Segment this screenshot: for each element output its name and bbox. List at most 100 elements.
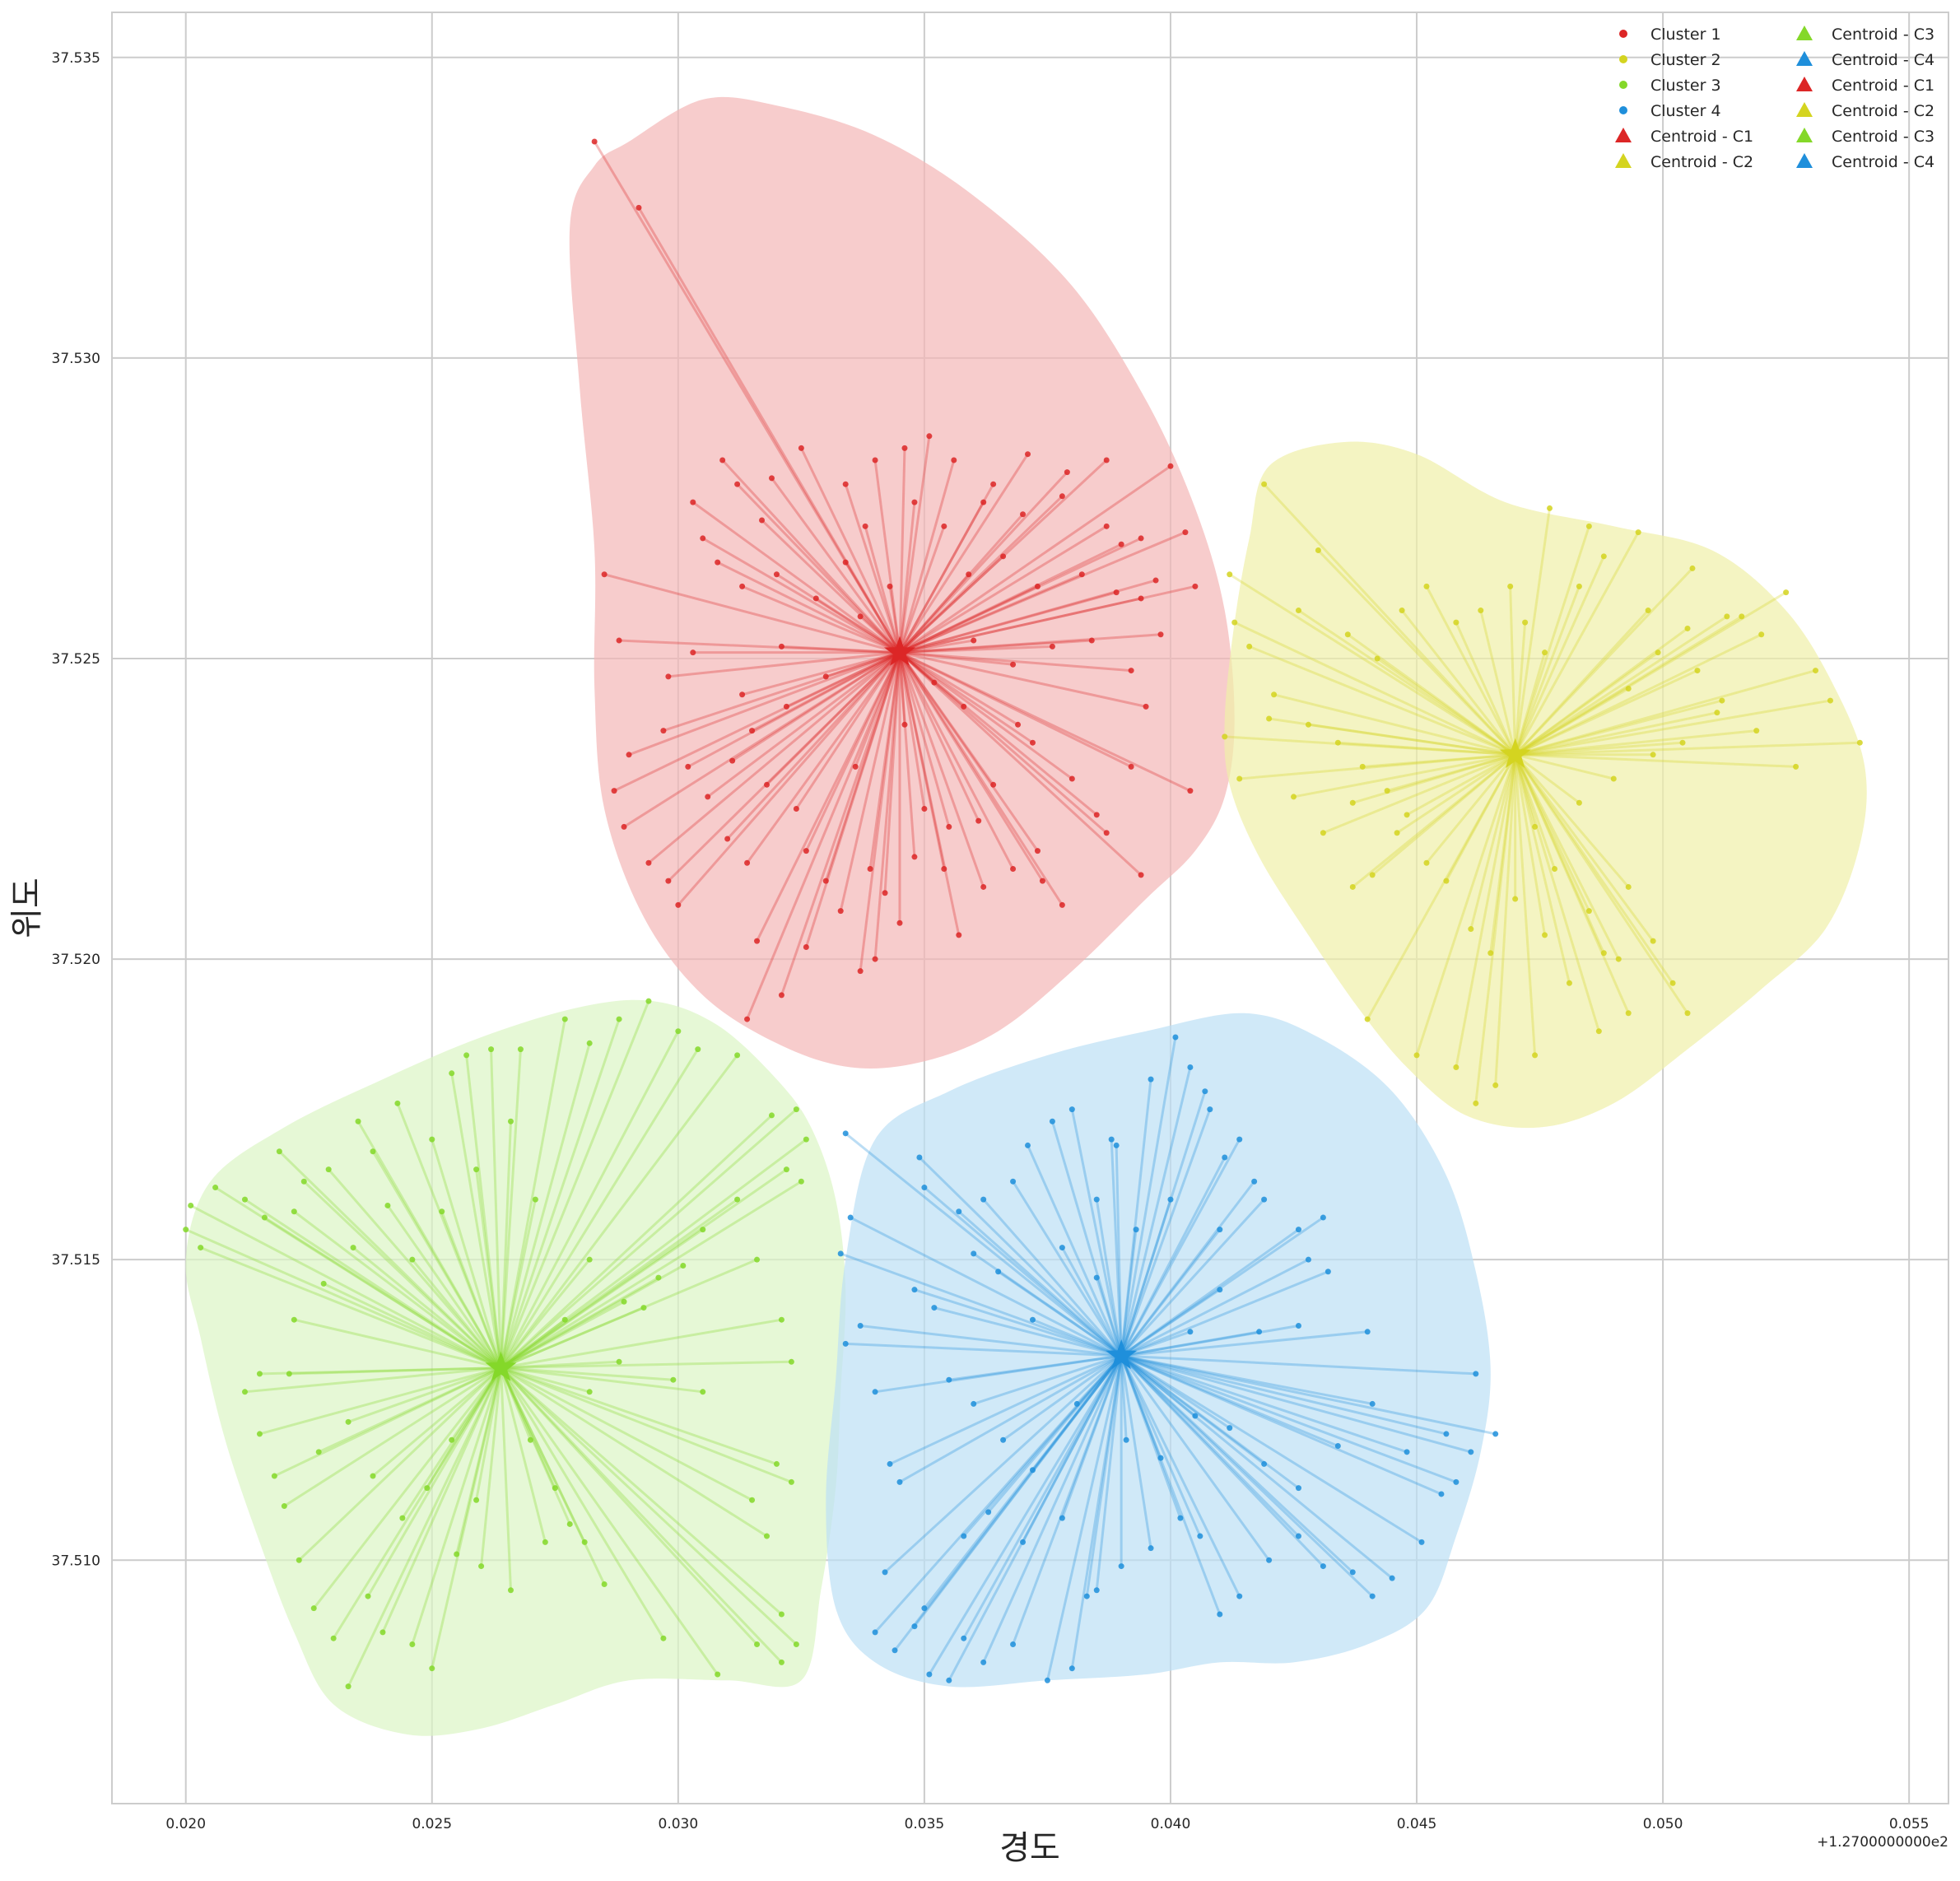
cluster-4-point xyxy=(980,1659,987,1665)
centroid-ray xyxy=(411,1259,502,1369)
centroid-ray xyxy=(1514,754,1547,936)
centroid-ray xyxy=(1120,1354,1447,1436)
centroid-ray xyxy=(1031,1318,1122,1357)
cluster-3-point xyxy=(586,1389,593,1395)
centroid-ray xyxy=(1120,1354,1325,1567)
centroid-ray xyxy=(411,1367,502,1645)
cluster-1-point xyxy=(764,781,770,788)
cluster-1-point xyxy=(690,650,696,656)
centroid-ray xyxy=(1120,1354,1442,1496)
cluster-3-point xyxy=(463,1052,470,1059)
cluster-4-point xyxy=(1256,1329,1263,1335)
cluster-3-point xyxy=(212,1185,219,1191)
cluster-1-point xyxy=(1143,703,1149,710)
centroid-ray xyxy=(1455,622,1517,756)
cluster-1-point xyxy=(1093,812,1100,818)
centroid-ray xyxy=(1120,1355,1270,1562)
centroid-ray xyxy=(1514,754,1605,954)
centroid-ray xyxy=(914,1288,1122,1357)
centroid-ray xyxy=(701,537,901,654)
centroid-ray xyxy=(785,651,901,708)
cluster-4-point xyxy=(1010,1178,1017,1185)
centroid-ray xyxy=(259,1367,501,1376)
cluster-2-point xyxy=(1719,697,1725,704)
centroid-ray xyxy=(947,1355,1123,1682)
centroid-ray xyxy=(962,1355,1123,1639)
centroid-ray xyxy=(899,639,1092,654)
cluster-2-point xyxy=(1413,1052,1420,1059)
centroid-ray xyxy=(668,651,901,678)
centroid-ray xyxy=(1120,1229,1138,1357)
cluster-3-point xyxy=(695,1046,701,1053)
centroid-ray xyxy=(1120,1325,1299,1357)
cluster-2-point xyxy=(1552,866,1558,873)
cluster-1-point xyxy=(1118,541,1124,547)
centroid-ray xyxy=(839,652,901,911)
cluster-2-point xyxy=(1793,763,1799,770)
centroid-ray xyxy=(766,651,901,786)
centroid-ray xyxy=(898,651,1143,876)
cluster-2-point xyxy=(1236,775,1243,782)
centroid-ray xyxy=(883,652,901,893)
centroid-ray xyxy=(751,651,901,732)
centroid-ray xyxy=(1110,1139,1123,1357)
cluster-1-point xyxy=(793,806,799,812)
cluster-3-point xyxy=(241,1389,248,1395)
centroid-ray xyxy=(500,1276,659,1369)
cluster-4-point xyxy=(1295,1485,1301,1492)
centroid-ray xyxy=(736,483,901,654)
centroid-ray xyxy=(815,597,901,654)
centroid-ray xyxy=(500,1228,704,1369)
centroid-ray xyxy=(1249,645,1516,757)
centroid-ray xyxy=(781,645,901,654)
cluster-2-point xyxy=(1266,715,1273,722)
y-tick-label: 37.515 xyxy=(52,1252,100,1269)
centroid-star-4 xyxy=(1106,1339,1138,1370)
cluster-1-point xyxy=(837,908,844,915)
cluster-4-point xyxy=(1108,1136,1115,1143)
x-axis-title: 경도 xyxy=(999,1829,1060,1867)
cluster-2-point xyxy=(1625,1010,1632,1017)
centroid-ray xyxy=(500,1367,753,1502)
cluster-4-point xyxy=(1443,1431,1450,1437)
cluster-2-point xyxy=(1384,788,1390,794)
centroid-ray xyxy=(824,652,901,882)
centroid-ray xyxy=(746,652,901,1020)
centroid-ray xyxy=(500,1318,566,1369)
x-tick-labels: 0.020 0.025 0.030 0.035 0.040 0.045 0.050 0.055 xyxy=(165,1816,1929,1832)
cluster-3-point xyxy=(783,1166,789,1173)
centroid-ray xyxy=(898,651,1064,906)
centroid-ray xyxy=(1120,1354,1457,1483)
centroid-ray xyxy=(1120,1228,1221,1357)
cluster-3-point xyxy=(454,1551,460,1557)
cluster-3-point xyxy=(449,1070,455,1077)
centroid-ray xyxy=(899,531,1186,654)
cluster-2-point xyxy=(1694,668,1701,674)
centroid-ray xyxy=(1120,1354,1408,1454)
centroid-ray xyxy=(899,584,1039,654)
centroid-ray xyxy=(687,651,901,768)
centroid-ray xyxy=(1376,657,1516,757)
centroid-ray xyxy=(1515,711,1718,757)
cluster-3-point xyxy=(409,1641,416,1647)
legend-triangle-marker xyxy=(1796,77,1813,91)
cluster-2-point xyxy=(1222,733,1228,740)
cluster-4-point xyxy=(1227,1425,1233,1432)
cluster-4-point xyxy=(892,1647,898,1654)
centroid-ray xyxy=(500,1048,700,1369)
x-tick-label: 0.030 xyxy=(659,1816,699,1832)
centroid-ray xyxy=(500,1259,591,1369)
centroid-ray xyxy=(1406,753,1516,817)
cluster-1-point xyxy=(759,517,766,524)
legend-entry-label: Cluster 3 xyxy=(1650,77,1721,95)
centroid-ray xyxy=(893,1355,1123,1651)
cluster-3-point xyxy=(700,1389,706,1395)
centroid-ray xyxy=(898,652,946,869)
centroid-ray xyxy=(982,1199,1123,1357)
centroid-ray xyxy=(1515,669,1698,757)
cluster-4-point xyxy=(1305,1256,1311,1263)
legend-dot-marker xyxy=(1619,106,1627,114)
cluster-4-point xyxy=(931,1305,938,1311)
cluster-4-point xyxy=(1187,1329,1194,1335)
centroid-ray xyxy=(1120,1354,1394,1580)
